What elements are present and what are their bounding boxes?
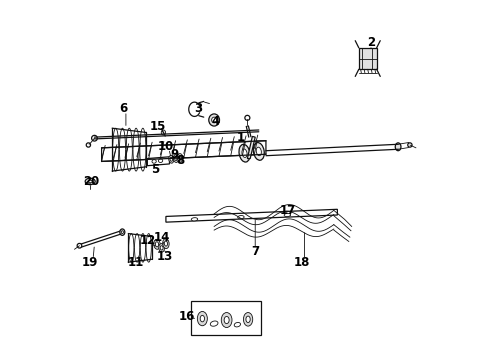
Ellipse shape bbox=[155, 242, 158, 247]
Polygon shape bbox=[165, 209, 337, 222]
Text: 1: 1 bbox=[236, 131, 244, 144]
Ellipse shape bbox=[160, 246, 163, 250]
Ellipse shape bbox=[168, 156, 173, 163]
Text: 9: 9 bbox=[170, 148, 179, 162]
Text: 19: 19 bbox=[82, 256, 98, 269]
Text: 11: 11 bbox=[127, 256, 143, 269]
Ellipse shape bbox=[152, 159, 156, 163]
Ellipse shape bbox=[88, 180, 92, 183]
Text: 14: 14 bbox=[153, 231, 169, 244]
Ellipse shape bbox=[407, 143, 411, 147]
Ellipse shape bbox=[159, 244, 164, 252]
Ellipse shape bbox=[91, 135, 97, 141]
Ellipse shape bbox=[173, 155, 178, 162]
Ellipse shape bbox=[224, 316, 229, 324]
Ellipse shape bbox=[210, 321, 218, 326]
Ellipse shape bbox=[245, 316, 250, 323]
Ellipse shape bbox=[153, 239, 160, 249]
Text: 13: 13 bbox=[157, 250, 173, 263]
Ellipse shape bbox=[242, 149, 246, 157]
Ellipse shape bbox=[191, 218, 197, 221]
Text: 15: 15 bbox=[149, 120, 166, 133]
Ellipse shape bbox=[243, 312, 252, 326]
Ellipse shape bbox=[161, 130, 165, 135]
Ellipse shape bbox=[284, 213, 290, 217]
Ellipse shape bbox=[253, 143, 264, 160]
Polygon shape bbox=[147, 157, 169, 166]
Polygon shape bbox=[80, 231, 122, 247]
Text: 8: 8 bbox=[176, 154, 184, 167]
Text: 20: 20 bbox=[82, 175, 99, 188]
Ellipse shape bbox=[200, 315, 204, 322]
Ellipse shape bbox=[77, 243, 81, 248]
Ellipse shape bbox=[120, 229, 124, 235]
Text: 3: 3 bbox=[194, 102, 202, 115]
Ellipse shape bbox=[394, 143, 400, 151]
Ellipse shape bbox=[158, 159, 163, 162]
Text: 4: 4 bbox=[211, 114, 220, 127]
Ellipse shape bbox=[208, 114, 219, 126]
Text: 17: 17 bbox=[279, 204, 295, 217]
Text: 6: 6 bbox=[119, 102, 127, 115]
Ellipse shape bbox=[197, 311, 207, 326]
Text: 2: 2 bbox=[366, 36, 375, 49]
Ellipse shape bbox=[211, 117, 216, 123]
Bar bbox=[190, 301, 260, 336]
Text: 12: 12 bbox=[140, 234, 156, 247]
Ellipse shape bbox=[256, 147, 261, 156]
Ellipse shape bbox=[86, 143, 90, 147]
Text: 5: 5 bbox=[151, 163, 159, 176]
Text: 7: 7 bbox=[251, 245, 259, 258]
Polygon shape bbox=[358, 48, 376, 69]
Ellipse shape bbox=[234, 323, 240, 327]
Ellipse shape bbox=[170, 157, 172, 161]
Ellipse shape bbox=[237, 216, 244, 219]
Text: 18: 18 bbox=[293, 256, 309, 269]
Ellipse shape bbox=[121, 231, 123, 234]
Ellipse shape bbox=[174, 157, 177, 161]
Ellipse shape bbox=[179, 156, 181, 160]
Ellipse shape bbox=[221, 312, 231, 328]
Text: 16: 16 bbox=[179, 310, 195, 323]
Ellipse shape bbox=[163, 239, 169, 248]
Polygon shape bbox=[247, 136, 255, 158]
Ellipse shape bbox=[85, 178, 95, 185]
Ellipse shape bbox=[164, 241, 167, 246]
Ellipse shape bbox=[244, 115, 249, 120]
Ellipse shape bbox=[177, 154, 183, 162]
Ellipse shape bbox=[239, 144, 249, 162]
Polygon shape bbox=[102, 141, 265, 161]
Text: 10: 10 bbox=[158, 140, 174, 153]
